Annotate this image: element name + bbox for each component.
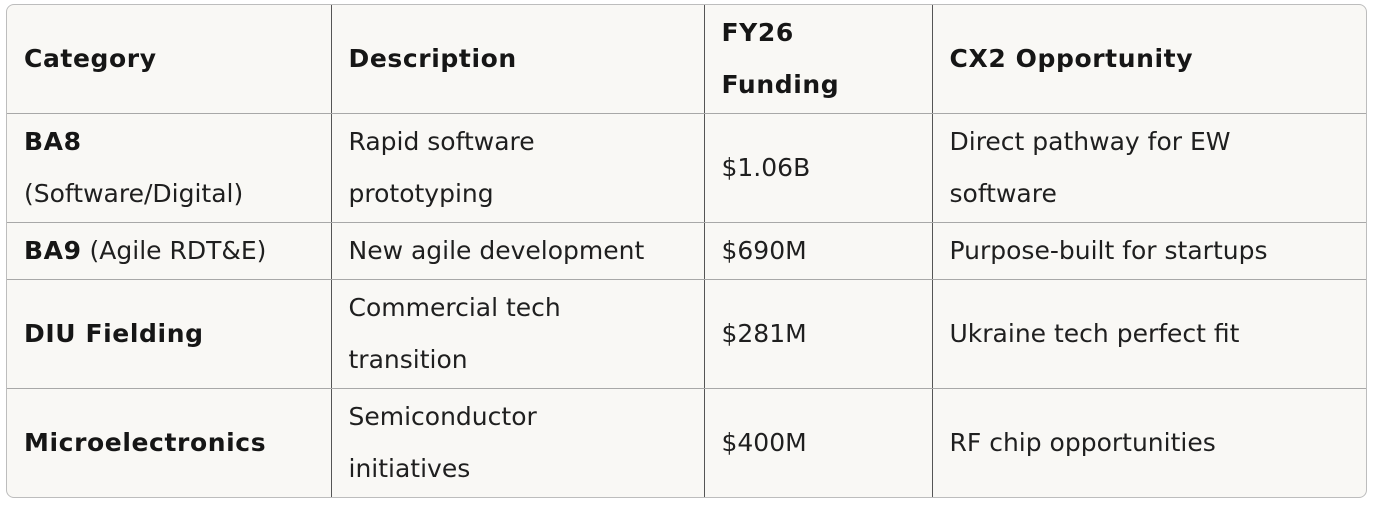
description-line-2: initiatives xyxy=(348,453,471,483)
funding-table-container: Category Description FY26 Funding CX2 Op… xyxy=(6,4,1367,498)
cell-opportunity: Ukraine tech perfect fit xyxy=(932,279,1366,389)
cell-category: DIU Fielding xyxy=(7,279,332,389)
category-code: DIU Fielding xyxy=(24,318,204,348)
cell-funding: $1.06B xyxy=(704,113,933,223)
category-detail: (Software/Digital) xyxy=(24,178,244,208)
funding-table: Category Description FY26 Funding CX2 Op… xyxy=(7,5,1366,497)
header-opportunity: CX2 Opportunity xyxy=(932,5,1366,114)
cell-description: Semiconductor initiatives xyxy=(331,388,705,497)
header-category: Category xyxy=(7,5,332,114)
category-code: BA8 xyxy=(24,126,82,156)
opportunity-line-1: Direct pathway for EW xyxy=(949,126,1231,156)
cell-opportunity: RF chip opportunities xyxy=(949,427,1216,457)
description-line-2: prototyping xyxy=(348,178,494,208)
table-header-row: Category Description FY26 Funding CX2 Op… xyxy=(7,5,1366,114)
header-funding-line-2: Funding xyxy=(721,69,840,99)
cell-category: BA9 (Agile RDT&E) xyxy=(7,222,332,280)
cell-description: New agile development xyxy=(331,222,705,280)
cell-category: Microelectronics xyxy=(7,388,332,497)
table-row: BA9 (Agile RDT&E) New agile development … xyxy=(7,222,1366,280)
category-detail: (Agile RDT&E) xyxy=(81,235,267,265)
description-line-2: transition xyxy=(348,344,468,374)
category-code: Microelectronics xyxy=(24,427,267,457)
table-row: DIU Fielding Commercial tech transition … xyxy=(7,279,1366,389)
category-code: BA9 xyxy=(24,235,82,265)
description-line-1: Rapid software xyxy=(348,126,535,156)
cell-opportunity: Purpose-built for startups xyxy=(932,222,1366,280)
header-funding: FY26 Funding xyxy=(704,5,933,114)
cell-funding: $690M xyxy=(704,222,933,280)
cell-opportunity: Direct pathway for EW software xyxy=(932,113,1366,223)
description-line-1: Commercial tech xyxy=(348,292,561,322)
cell-description: Rapid software prototyping xyxy=(331,113,705,223)
opportunity-line-2: software xyxy=(949,178,1057,208)
cell-funding: $281M xyxy=(704,279,933,389)
table-row: BA8 (Software/Digital) Rapid software pr… xyxy=(7,113,1366,223)
table-row: Microelectronics Semiconductor initiativ… xyxy=(7,388,1366,497)
cell-category: BA8 (Software/Digital) xyxy=(7,113,332,223)
description-line-1: Semiconductor xyxy=(348,401,537,431)
header-description: Description xyxy=(331,5,705,114)
header-funding-line-1: FY26 xyxy=(721,17,794,47)
cell-funding: $400M xyxy=(704,388,933,497)
cell-description: Commercial tech transition xyxy=(331,279,705,389)
